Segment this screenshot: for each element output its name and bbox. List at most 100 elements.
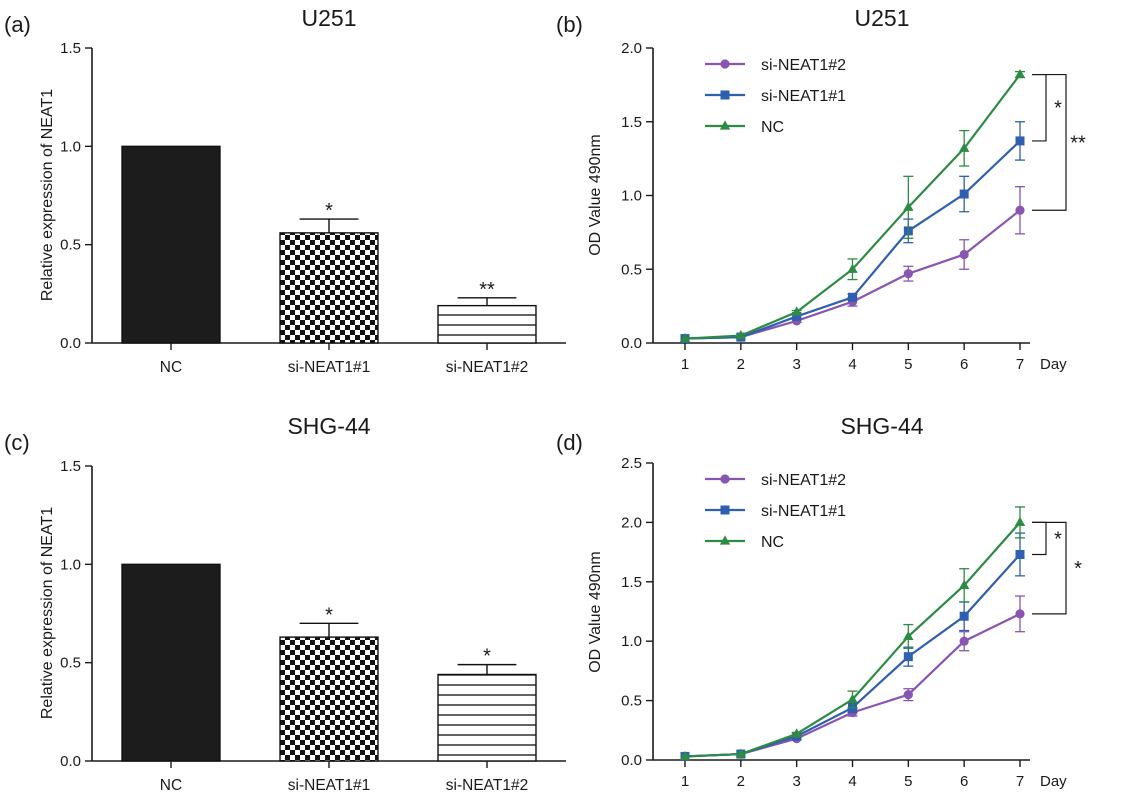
data-point bbox=[959, 249, 969, 260]
bar bbox=[279, 636, 379, 762]
y-tick-label: 1.5 bbox=[621, 114, 642, 131]
data-point bbox=[847, 263, 858, 273]
chart-panel-b: (b) U251 OD Value 490nm 0.0 0.5 1.0 1.5 2.0 1 2 3 4… bbox=[556, 5, 1086, 373]
chart-panel-c: (c) SHG-44 Relative expression of NEAT1 0.0… bbox=[4, 413, 566, 794]
data-point bbox=[720, 59, 730, 69]
y-tick-label: 1.0 bbox=[621, 188, 642, 205]
data-point bbox=[903, 630, 914, 641]
data-point bbox=[847, 693, 858, 704]
data-point bbox=[959, 611, 969, 621]
data-point bbox=[903, 652, 913, 662]
data-point bbox=[735, 330, 747, 340]
y-tick-label: 0.5 bbox=[60, 237, 81, 254]
significance-bracket bbox=[1032, 73, 1067, 211]
panel-label: (a) bbox=[4, 12, 31, 37]
legend-label: NC bbox=[761, 119, 784, 136]
chart-title: SHG-44 bbox=[287, 413, 370, 439]
y-tick-label: 1.5 bbox=[621, 574, 642, 591]
chart-title: U251 bbox=[302, 5, 357, 31]
x-tick-label: 4 bbox=[848, 773, 856, 790]
significance-mark: * bbox=[1074, 558, 1082, 580]
data-point bbox=[792, 311, 802, 321]
legend-label: si-NEAT1#1 bbox=[761, 88, 846, 105]
significance-mark: * bbox=[1054, 98, 1062, 120]
x-tick-label: 1 bbox=[681, 773, 689, 790]
x-axis-label: Day bbox=[1040, 356, 1067, 373]
y-tick-label: 1.5 bbox=[60, 458, 81, 475]
x-tick-label: si-NEAT1#2 bbox=[446, 777, 528, 794]
data-point bbox=[1015, 136, 1025, 146]
data-point bbox=[679, 332, 691, 343]
y-tick-label: 0.0 bbox=[621, 335, 642, 352]
y-tick-label: 0.0 bbox=[60, 335, 81, 352]
significance-mark: * bbox=[325, 604, 333, 626]
data-point bbox=[720, 474, 730, 484]
series-line bbox=[684, 140, 1021, 340]
data-point bbox=[1015, 609, 1025, 619]
y-tick-label: 2.0 bbox=[621, 40, 642, 57]
x-tick-label: si-NEAT1#1 bbox=[288, 359, 370, 376]
legend-label: si-NEAT1#2 bbox=[761, 472, 846, 489]
y-tick-label: 1.0 bbox=[60, 138, 81, 155]
x-tick-label: 3 bbox=[792, 356, 800, 373]
data-point bbox=[903, 201, 914, 211]
data-point bbox=[1015, 205, 1025, 215]
data-point bbox=[719, 120, 731, 130]
legend-label: si-NEAT1#2 bbox=[761, 57, 846, 74]
significance-bracket bbox=[1032, 73, 1047, 142]
data-point bbox=[679, 750, 691, 761]
data-point bbox=[903, 269, 913, 279]
data-point bbox=[958, 142, 970, 152]
y-axis-label: OD Value 490nm bbox=[587, 134, 604, 256]
data-point bbox=[735, 748, 747, 758]
panel-label: (c) bbox=[4, 430, 30, 455]
x-tick-label: 7 bbox=[1016, 773, 1024, 790]
data-point bbox=[1014, 68, 1026, 79]
x-tick-label: NC bbox=[160, 359, 182, 376]
data-point bbox=[1015, 549, 1025, 559]
bar bbox=[437, 304, 537, 344]
significance-bracket bbox=[1032, 521, 1047, 556]
significance-mark: * bbox=[483, 646, 491, 668]
x-tick-label: si-NEAT1#1 bbox=[288, 777, 370, 794]
y-tick-label: 1.0 bbox=[621, 633, 642, 650]
panel-label: (b) bbox=[556, 12, 583, 37]
data-point bbox=[903, 690, 913, 700]
y-axis-label: OD Value 490nm bbox=[587, 551, 604, 673]
data-point bbox=[959, 189, 969, 199]
y-tick-label: 1.0 bbox=[60, 556, 81, 573]
data-point bbox=[1014, 516, 1026, 526]
data-point bbox=[958, 579, 970, 589]
chart-panel-d: (d) SHG-44 OD Value 490nm 0.0 0.5 1.0 1.5 2.0 2.… bbox=[556, 413, 1082, 790]
x-tick-label: 3 bbox=[792, 773, 800, 790]
series-line bbox=[684, 612, 1021, 758]
x-tick-label: 1 bbox=[681, 356, 689, 373]
y-tick-label: 2.0 bbox=[621, 514, 642, 531]
series-line bbox=[684, 553, 1021, 758]
data-point bbox=[791, 728, 802, 738]
y-axis-label: Relative expression of NEAT1 bbox=[39, 89, 56, 301]
bar bbox=[437, 673, 537, 762]
significance-bracket bbox=[1032, 521, 1067, 615]
x-tick-label: 5 bbox=[904, 356, 912, 373]
y-tick-label: 0.0 bbox=[621, 752, 642, 769]
data-point bbox=[720, 90, 730, 100]
y-tick-label: 0.5 bbox=[60, 655, 81, 672]
data-point bbox=[791, 306, 802, 316]
data-point bbox=[848, 292, 857, 302]
x-tick-label: 5 bbox=[904, 773, 912, 790]
significance-mark: * bbox=[1054, 528, 1062, 550]
chart-title: SHG-44 bbox=[840, 413, 923, 439]
y-tick-label: 0.0 bbox=[60, 753, 81, 770]
x-tick-label: 7 bbox=[1016, 356, 1024, 373]
y-axis-label: Relative expression of NEAT1 bbox=[39, 507, 56, 719]
x-tick-label: NC bbox=[160, 777, 182, 794]
significance-mark: ** bbox=[1070, 132, 1086, 154]
x-tick-label: 2 bbox=[737, 356, 745, 373]
legend-label: si-NEAT1#1 bbox=[761, 503, 846, 520]
chart-title: U251 bbox=[855, 5, 910, 31]
bar bbox=[279, 232, 379, 344]
significance-mark: ** bbox=[479, 279, 495, 301]
x-tick-label: 4 bbox=[848, 356, 856, 373]
